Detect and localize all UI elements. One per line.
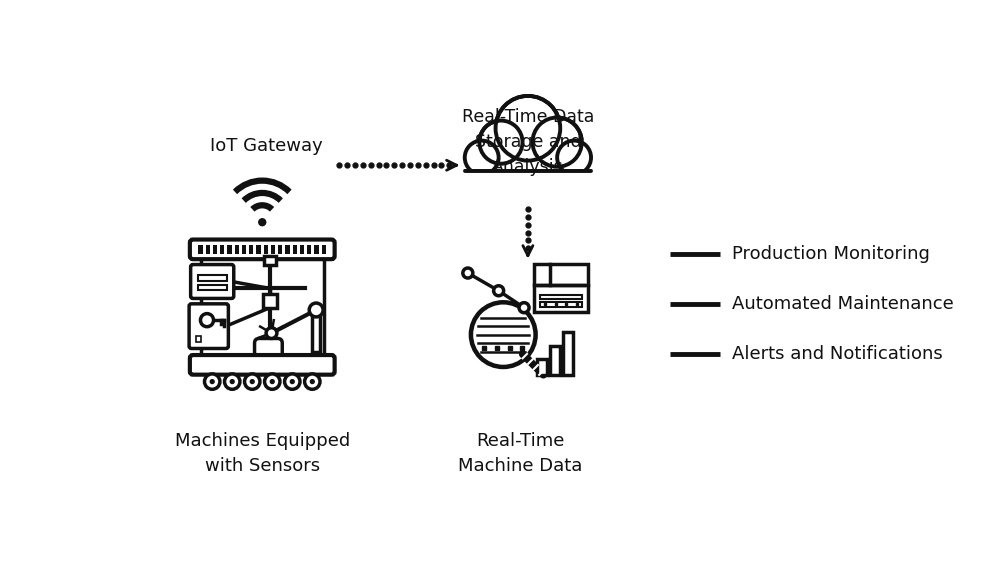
Circle shape <box>560 144 588 171</box>
Bar <box>263 294 277 307</box>
Bar <box>312 310 320 352</box>
Bar <box>242 245 246 254</box>
FancyBboxPatch shape <box>191 265 234 298</box>
Bar <box>534 264 588 311</box>
Bar <box>462 163 593 190</box>
Circle shape <box>245 374 260 389</box>
Circle shape <box>265 374 280 389</box>
Circle shape <box>210 380 214 383</box>
Circle shape <box>463 268 473 278</box>
Bar <box>462 140 593 171</box>
Bar <box>271 245 275 254</box>
Bar <box>462 170 593 194</box>
Bar <box>206 245 210 254</box>
Text: Automated Maintenance: Automated Maintenance <box>732 295 954 313</box>
Bar <box>285 245 290 254</box>
Bar <box>550 346 560 375</box>
Bar <box>537 359 547 375</box>
FancyBboxPatch shape <box>190 239 335 259</box>
Circle shape <box>465 140 499 174</box>
Circle shape <box>200 314 214 327</box>
Bar <box>278 245 282 254</box>
Circle shape <box>557 140 591 174</box>
Circle shape <box>205 374 220 389</box>
Circle shape <box>468 144 496 171</box>
Bar <box>264 256 276 265</box>
Text: Real-Time Data
Storage and
Analysis: Real-Time Data Storage and Analysis <box>462 108 594 176</box>
Circle shape <box>519 303 529 312</box>
Circle shape <box>309 303 323 317</box>
Circle shape <box>225 374 240 389</box>
Bar <box>213 245 217 254</box>
Bar <box>293 245 297 254</box>
Circle shape <box>499 99 557 157</box>
Text: Alerts and Notifications: Alerts and Notifications <box>732 345 943 363</box>
Bar <box>235 245 239 254</box>
Bar <box>249 245 253 254</box>
Circle shape <box>259 219 266 226</box>
Bar <box>314 245 319 254</box>
Circle shape <box>310 380 314 383</box>
Bar <box>220 245 224 254</box>
Circle shape <box>496 96 560 161</box>
Circle shape <box>494 285 504 296</box>
Bar <box>198 284 227 290</box>
FancyBboxPatch shape <box>190 355 335 375</box>
FancyBboxPatch shape <box>255 338 282 361</box>
Bar <box>322 245 326 254</box>
Bar <box>300 245 304 254</box>
Bar <box>227 245 232 254</box>
Bar <box>563 332 573 375</box>
Circle shape <box>533 117 582 167</box>
Circle shape <box>482 124 519 161</box>
Text: Real-Time
Machine Data: Real-Time Machine Data <box>458 432 582 475</box>
Bar <box>198 275 227 281</box>
Circle shape <box>479 121 523 164</box>
Circle shape <box>250 380 254 383</box>
Bar <box>264 245 268 254</box>
Bar <box>307 245 311 254</box>
Circle shape <box>305 374 320 389</box>
Bar <box>540 302 582 307</box>
Bar <box>256 245 261 254</box>
Circle shape <box>471 302 536 367</box>
Circle shape <box>285 374 300 389</box>
Bar <box>196 336 201 342</box>
FancyBboxPatch shape <box>189 304 228 348</box>
Bar <box>198 245 203 254</box>
Circle shape <box>266 328 277 338</box>
Circle shape <box>270 380 274 383</box>
Circle shape <box>536 121 579 164</box>
Text: IoT Gateway: IoT Gateway <box>210 137 322 155</box>
Bar <box>540 294 582 299</box>
Circle shape <box>290 380 294 383</box>
Text: Production Monitoring: Production Monitoring <box>732 245 930 263</box>
Text: Machines Equipped
with Sensors: Machines Equipped with Sensors <box>175 432 350 475</box>
Circle shape <box>230 380 234 383</box>
